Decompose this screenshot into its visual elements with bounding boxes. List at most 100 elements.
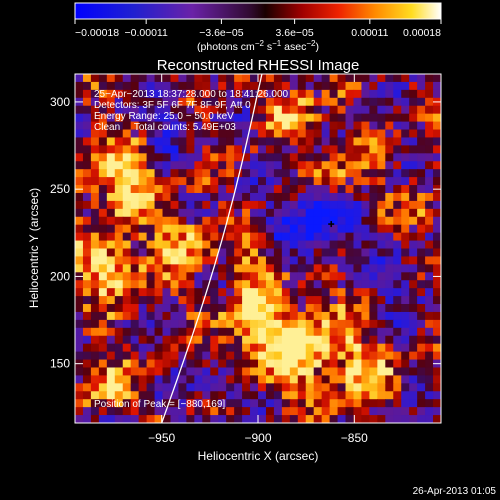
heatmap-cell xyxy=(138,121,148,131)
heatmap-cell xyxy=(385,256,394,265)
heatmap-cell xyxy=(305,375,315,384)
heatmap-cell xyxy=(194,256,203,265)
heatmap-cell xyxy=(433,288,441,297)
heatmap-cell xyxy=(178,145,187,154)
heatmap-cell xyxy=(138,232,148,242)
heatmap-cell xyxy=(369,304,378,313)
heatmap-cell xyxy=(313,264,323,273)
heatmap-cell xyxy=(130,89,140,99)
colorbar-tick-label: 0.00018 xyxy=(403,27,441,39)
heatmap-cell xyxy=(162,367,172,377)
heatmap-cell xyxy=(154,145,164,154)
heatmap-cell xyxy=(433,240,441,250)
heatmap-cell xyxy=(106,137,116,146)
heatmap-cell xyxy=(353,367,363,377)
heatmap-cell xyxy=(321,121,331,131)
heatmap-cell xyxy=(162,145,172,154)
heatmap-cell xyxy=(202,74,211,83)
heatmap-cell xyxy=(265,288,275,297)
heatmap-cell xyxy=(393,359,402,369)
heatmap-cell xyxy=(409,81,418,91)
heatmap-cell xyxy=(258,415,267,423)
heatmap-cell xyxy=(162,335,172,345)
heatmap-cell xyxy=(154,343,164,353)
heatmap-cell xyxy=(353,280,363,289)
heatmap-cell xyxy=(409,248,418,258)
heatmap-cell xyxy=(226,185,235,194)
heatmap-cell xyxy=(401,240,410,250)
heatmap-cell xyxy=(409,296,418,305)
heatmap-cell xyxy=(425,240,434,250)
heatmap-cell xyxy=(393,208,402,218)
heatmap-cell xyxy=(305,153,315,162)
heatmap-cell xyxy=(425,343,434,353)
heatmap-cell xyxy=(75,169,84,178)
heatmap-cell xyxy=(122,216,132,226)
heatmap-cell xyxy=(234,391,243,400)
heatmap-cell xyxy=(138,145,148,154)
heatmap-cell xyxy=(114,319,124,329)
peak-position-label: Position of Peak = [−880,169] xyxy=(94,399,225,410)
heatmap-cell xyxy=(258,256,267,265)
heatmap-cell xyxy=(361,280,370,289)
heatmap-cell xyxy=(433,81,441,91)
heatmap-cell xyxy=(98,399,108,408)
heatmap-cell xyxy=(369,145,378,154)
heatmap-cell xyxy=(425,224,434,234)
heatmap-cell xyxy=(281,391,291,400)
heatmap-cell xyxy=(218,208,227,218)
heatmap-cell xyxy=(242,383,251,392)
heatmap-cell xyxy=(138,105,148,115)
heatmap-cell xyxy=(273,367,283,377)
heatmap-image xyxy=(75,74,441,423)
heatmap-cell xyxy=(130,359,140,369)
heatmap-cell xyxy=(337,296,347,305)
heatmap-cell xyxy=(194,161,203,170)
heatmap-cell xyxy=(313,105,323,115)
heatmap-cell xyxy=(90,311,100,321)
heatmap-cell xyxy=(409,240,418,250)
heatmap-cell xyxy=(106,296,116,305)
heatmap-cell xyxy=(345,169,355,178)
heatmap-cell xyxy=(401,200,410,210)
heatmap-cell xyxy=(329,97,339,107)
heatmap-cell xyxy=(393,319,402,329)
heatmap-cell xyxy=(345,161,355,170)
heatmap-cell xyxy=(265,81,275,91)
heatmap-cell xyxy=(202,280,211,289)
heatmap-cell xyxy=(106,272,116,281)
heatmap-cell xyxy=(321,177,331,186)
heatmap-cell xyxy=(313,169,323,178)
heatmap-cell xyxy=(114,177,124,186)
heatmap-cell xyxy=(82,177,92,186)
heatmap-cell xyxy=(345,113,355,123)
heatmap-cell xyxy=(433,264,441,273)
heatmap-cell xyxy=(186,200,195,210)
heatmap-cell xyxy=(210,327,219,337)
heatmap-cell xyxy=(265,137,275,146)
heatmap-cell xyxy=(226,105,235,115)
heatmap-cell xyxy=(138,177,148,186)
heatmap-cell xyxy=(202,304,211,313)
heatmap-cell xyxy=(170,311,180,321)
heatmap-cell xyxy=(313,375,323,384)
heatmap-cell xyxy=(273,145,283,154)
heatmap-cell xyxy=(154,391,164,400)
heatmap-cell xyxy=(234,327,243,337)
heatmap-cell xyxy=(186,137,195,146)
heatmap-cell xyxy=(265,327,275,337)
heatmap-cell xyxy=(289,367,299,377)
heatmap-cell xyxy=(90,240,100,250)
heatmap-cell xyxy=(90,153,100,162)
heatmap-cell xyxy=(75,145,84,154)
heatmap-cell xyxy=(313,153,323,162)
heatmap-cell xyxy=(313,240,323,250)
heatmap-cell xyxy=(98,81,108,91)
heatmap-cell xyxy=(361,185,370,194)
heatmap-cell xyxy=(90,232,100,242)
heatmap-cell xyxy=(273,288,283,297)
heatmap-cell xyxy=(265,280,275,289)
heatmap-cell xyxy=(178,272,187,281)
heatmap-cell xyxy=(218,415,227,423)
heatmap-cell xyxy=(162,161,172,170)
